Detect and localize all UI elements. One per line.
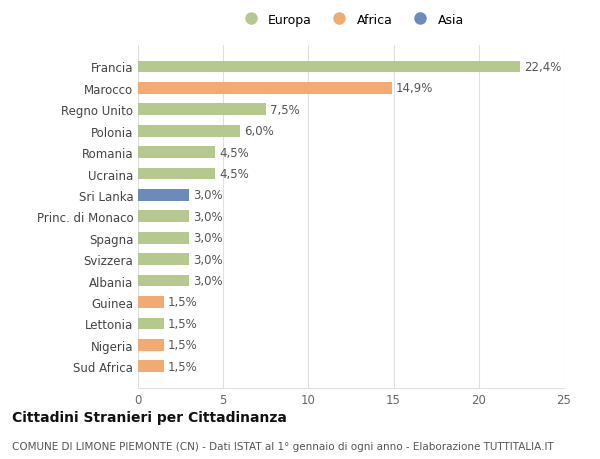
Text: COMUNE DI LIMONE PIEMONTE (CN) - Dati ISTAT al 1° gennaio di ogni anno - Elabora: COMUNE DI LIMONE PIEMONTE (CN) - Dati IS… (12, 441, 554, 451)
Bar (138, 104, 266, 116)
Bar (138, 361, 164, 372)
Text: Cittadini Stranieri per Cittadinanza: Cittadini Stranieri per Cittadinanza (12, 411, 287, 425)
Bar (138, 275, 189, 287)
Bar (138, 168, 215, 180)
Bar (138, 147, 215, 159)
Bar (138, 190, 189, 202)
Text: 6,0%: 6,0% (245, 125, 274, 138)
Bar (138, 339, 164, 351)
Text: 3,0%: 3,0% (193, 232, 223, 245)
Text: 14,9%: 14,9% (396, 82, 434, 95)
Legend: Europa, Africa, Asia: Europa, Africa, Asia (235, 11, 467, 29)
Bar (138, 126, 240, 137)
Text: 3,0%: 3,0% (193, 210, 223, 224)
Bar (138, 297, 164, 308)
Bar (138, 254, 189, 265)
Bar (138, 211, 189, 223)
Text: 1,5%: 1,5% (168, 296, 197, 309)
Text: 1,5%: 1,5% (168, 360, 197, 373)
Text: 1,5%: 1,5% (168, 317, 197, 330)
Bar (138, 318, 164, 330)
Bar (138, 62, 520, 73)
Bar (138, 232, 189, 244)
Bar (138, 83, 392, 95)
Text: 4,5%: 4,5% (219, 146, 248, 159)
Text: 3,0%: 3,0% (193, 253, 223, 266)
Text: 1,5%: 1,5% (168, 339, 197, 352)
Text: 3,0%: 3,0% (193, 274, 223, 287)
Text: 22,4%: 22,4% (524, 61, 562, 74)
Text: 3,0%: 3,0% (193, 189, 223, 202)
Text: 7,5%: 7,5% (270, 104, 300, 117)
Text: 4,5%: 4,5% (219, 168, 248, 181)
